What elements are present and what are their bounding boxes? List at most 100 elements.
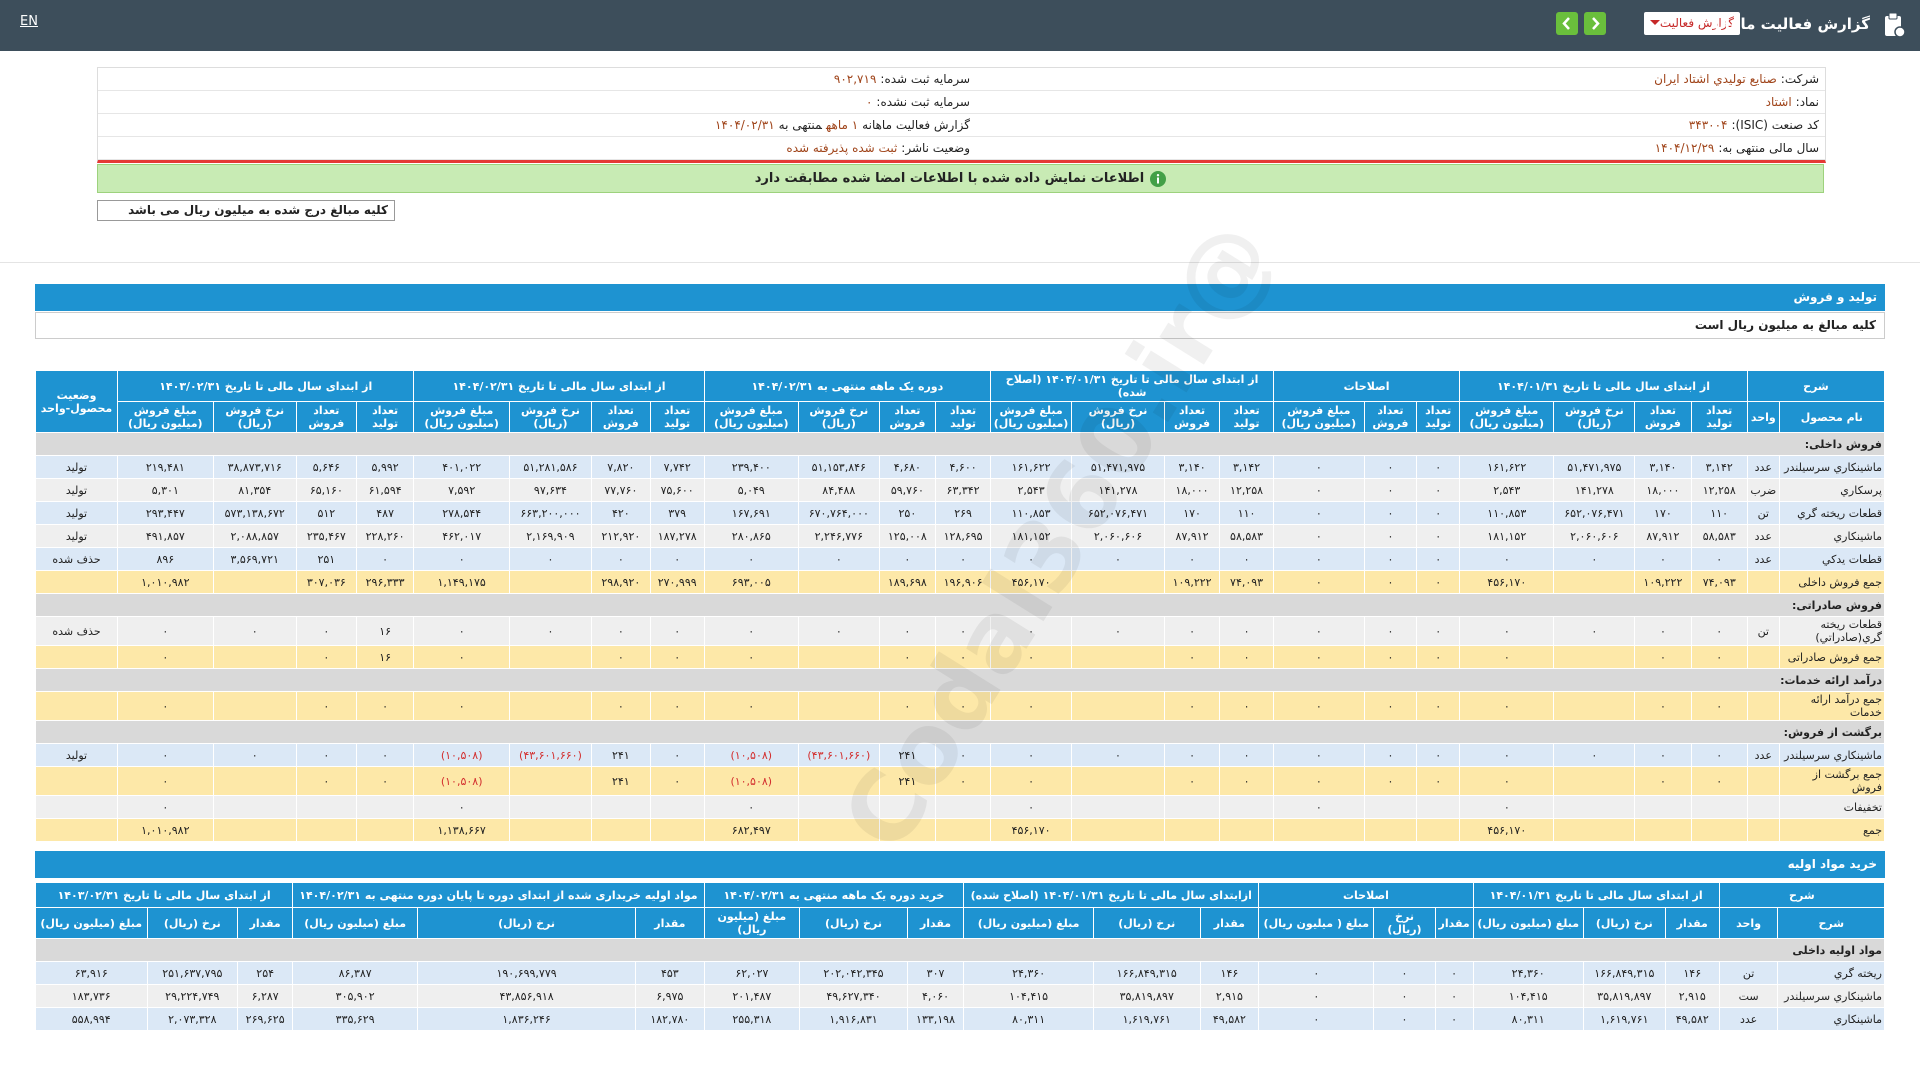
table-cell: ۱,۸۳۶,۲۴۶ bbox=[417, 1007, 637, 1031]
table-cell: ۰ bbox=[1273, 524, 1365, 548]
group-header: شرح bbox=[1746, 370, 1886, 402]
table-cell: ۰ bbox=[355, 766, 415, 796]
table-cell: ۲۵۴ bbox=[237, 961, 294, 985]
table-cell: ۰ bbox=[1273, 616, 1365, 646]
table-cell: ۲۴,۳۶۰ bbox=[1472, 961, 1584, 985]
table-cell: ۰ bbox=[1258, 1007, 1375, 1031]
table-cell: ۰ bbox=[649, 547, 705, 571]
table-cell: ۱۲۸,۶۹۵ bbox=[935, 524, 992, 548]
table-cell: ۰ bbox=[1164, 691, 1221, 721]
prev-button[interactable] bbox=[1556, 12, 1578, 35]
table-cell bbox=[1363, 795, 1418, 819]
group-header: اصلاحات bbox=[1272, 370, 1461, 402]
table-cell: ۲,۹۱۵ bbox=[1199, 984, 1260, 1008]
table-cell: ۰ bbox=[1416, 478, 1461, 502]
info-label: سال مالی منتهی به: bbox=[1718, 141, 1819, 155]
data-row: ريخته گري تن ۱۴۶ ۱۶۶,۸۴۹,۳۱۵ ۲۴,۳۶۰ ۰ ۰ ۰ ۱۴۶ ۱۶۶… bbox=[35, 961, 1885, 985]
table-cell bbox=[1746, 691, 1780, 721]
row-label: ماشينكاري سرسيلندر bbox=[1777, 984, 1885, 1008]
arrow-icon bbox=[1592, 17, 1600, 30]
next-button[interactable] bbox=[1584, 12, 1606, 35]
table-cell: ۲۷۰,۹۹۹ bbox=[649, 570, 705, 594]
table-cell: ۰ bbox=[797, 547, 880, 571]
info-value: ۰ bbox=[865, 95, 873, 109]
table-cell: ۵۹,۷۶۰ bbox=[878, 478, 937, 502]
table-cell: ۰ bbox=[117, 766, 214, 796]
table-cell: ۷۴,۰۹۳ bbox=[1690, 570, 1748, 594]
column-header: تعداد فروش bbox=[1164, 401, 1221, 433]
table-cell: ۳۷۹ bbox=[649, 501, 705, 525]
group-header: اصلاحات bbox=[1258, 882, 1474, 908]
table-cell: ۲۱۹,۴۸۱ bbox=[117, 455, 214, 479]
total-row: جمع ۴۵۶,۱۷۰ ۴۵۶,۱۷۰ ۶۸۲,۴۹۷ ۱,۱۳۸,۶۶۷ ۱,۰۱۰,۹… bbox=[34, 818, 1886, 842]
data-row: ماشينكاري سرسيلندر ست ۲,۹۱۵ ۳۵,۸۱۹,۸۹۷ ۱۰۴,۴… bbox=[35, 984, 1885, 1008]
column-header: تعداد تولید bbox=[355, 401, 415, 433]
table-cell: ۶۸۲,۴۹۷ bbox=[703, 818, 799, 842]
table-cell: ۰ bbox=[1690, 743, 1748, 767]
table-cell: ۲۶۹ bbox=[935, 501, 992, 525]
table-cell: ۰ bbox=[1363, 547, 1418, 571]
table-cell: ۰ bbox=[1459, 616, 1555, 646]
table-cell: ۱۸۱,۱۵۲ bbox=[990, 524, 1072, 548]
info-value: ۱ ماهه bbox=[825, 118, 859, 132]
column-header: مبلغ فروش (میلیون ریال) bbox=[1459, 401, 1555, 433]
group-header: از ابتدای سال مالی تا تاریخ ۱۴۰۴/۰۱/۳۱ bbox=[1472, 882, 1720, 908]
table-cell: ۵۱,۱۵۳,۸۴۶ bbox=[797, 455, 880, 479]
column-header: نرخ فروش (ریال) bbox=[508, 401, 592, 433]
table-cell: ۰ bbox=[1363, 524, 1418, 548]
report-type-dropdown[interactable]: گزارش فعالیت bbox=[1644, 12, 1740, 35]
table-cell: ۵,۳۰۱ bbox=[117, 478, 214, 502]
table-cell: ۲۴,۳۶۰ bbox=[963, 961, 1094, 985]
table-cell: ۰ bbox=[990, 766, 1072, 796]
column-header: مبلغ فروش (میلیون ریال) bbox=[413, 401, 510, 433]
table-cell bbox=[1164, 795, 1221, 819]
row-label: پرسكاري bbox=[1778, 478, 1886, 502]
table-cell bbox=[508, 645, 592, 669]
table-cell: ۴۹,۵۸۲ bbox=[1664, 1007, 1720, 1031]
data-row: پرسكاري ضرب ۱۲,۲۵۸ ۱۸,۰۰۰ ۱۴۱,۲۷۸ ۲,۵۴۳ ۰ ۰ ۰ ۱۲,… bbox=[34, 478, 1886, 502]
section-label: فروش داخلی: bbox=[35, 432, 1885, 456]
table-cell: ۱۰۹,۲۲۲ bbox=[1634, 570, 1692, 594]
column-header: مقدار bbox=[906, 907, 965, 939]
section-title: تولید و فروش bbox=[35, 284, 1885, 311]
table-cell: ۰ bbox=[1273, 795, 1365, 819]
table-cell: ۲۰۱,۴۸۷ bbox=[703, 984, 801, 1008]
column-header: تعداد فروش bbox=[878, 401, 937, 433]
table-cell: ۰ bbox=[1690, 766, 1748, 796]
table-cell: ۵,۹۹۲ bbox=[355, 455, 415, 479]
table-cell: ۲۵۵,۳۱۸ bbox=[703, 1007, 801, 1031]
table-cell: ۲,۵۴۳ bbox=[1459, 478, 1555, 502]
table-cell: ۱۷۰ bbox=[1164, 501, 1221, 525]
table-cell: ۶۷۰,۷۶۴,۰۰۰ bbox=[797, 501, 880, 525]
table-cell: ۳,۱۴۰ bbox=[1634, 455, 1692, 479]
table-cell: ۰ bbox=[1634, 743, 1692, 767]
table-cell: ۳,۱۴۲ bbox=[1690, 455, 1748, 479]
table-cell: تن bbox=[1718, 961, 1779, 985]
table-cell: ۱۶۷,۶۹۱ bbox=[703, 501, 799, 525]
table-cell: ۰ bbox=[1363, 478, 1418, 502]
group-header: از ابتدای سال مالی تا تاریخ ۱۴۰۴/۰۱/۳۱ (… bbox=[990, 370, 1274, 402]
info-label: سرمایه ثبت نشده: bbox=[876, 95, 970, 109]
data-row: ماشينكاري عدد ۴۹,۵۸۲ ۱,۶۱۹,۷۶۱ ۸۰,۳۱۱ ۰ ۰ ۰ ۴۹,۵… bbox=[35, 1007, 1885, 1031]
group-header: خرید دوره یک ماهه منتهی به ۱۴۰۴/۰۲/۳۱ bbox=[703, 882, 965, 908]
table-cell: ۷,۵۹۲ bbox=[413, 478, 510, 502]
table-cell: ۲۷۸,۵۴۴ bbox=[413, 501, 510, 525]
column-header: نرخ (ریال) bbox=[1373, 907, 1436, 939]
group-header: وضعیت محصول-واحد bbox=[34, 370, 119, 433]
table-cell: ۱۶۱,۶۲۲ bbox=[990, 455, 1072, 479]
table-cell bbox=[1553, 766, 1636, 796]
table-body: مواد اولیه داخلی ريخته گري تن ۱۴۶ ۱۶۶,۸۴۹,۳۱… bbox=[35, 938, 1885, 1031]
table-cell: ۰ bbox=[413, 795, 510, 819]
section-label: درآمد ارائه خدمات: bbox=[35, 668, 1885, 692]
info-row: گزارش فعالیت ماهانه۱ ماههمنتهی به۱۴۰۴/۰۲… bbox=[98, 114, 976, 137]
table-cell bbox=[797, 795, 880, 819]
table-cell: ۴۳,۸۵۶,۹۱۸ bbox=[417, 984, 637, 1008]
table-cell: ۷۴,۰۹۳ bbox=[1219, 570, 1274, 594]
table-cell: ۴,۶۰۰ bbox=[935, 455, 992, 479]
table-cell: ۴۲۰ bbox=[590, 501, 651, 525]
table-cell: تن bbox=[1746, 616, 1780, 646]
language-link[interactable]: EN bbox=[20, 14, 38, 29]
table-cell: ۲۰۲,۰۴۲,۳۴۵ bbox=[799, 961, 908, 985]
table-cell bbox=[1363, 818, 1418, 842]
column-header: واحد bbox=[1746, 401, 1780, 433]
